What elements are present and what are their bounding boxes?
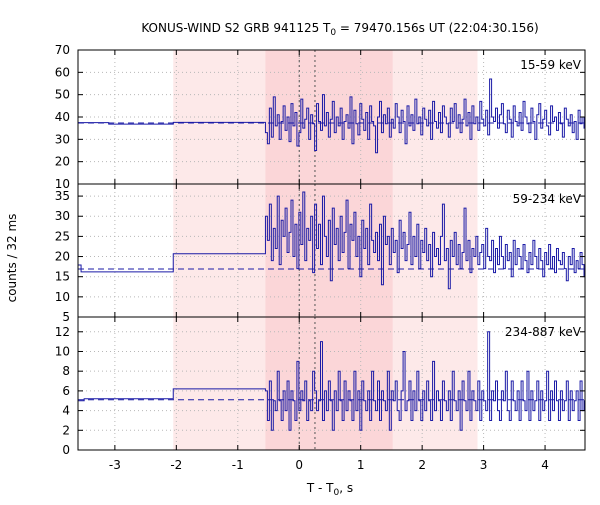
chart-title-rest: = 79470.156s UT (22:04:30.156): [336, 21, 539, 35]
panel-frame: [77, 316, 586, 451]
chart-title: KONUS-WIND S2 GRB 941125 T0 = 79470.156s…: [141, 21, 538, 38]
y-tick-label: 30: [55, 209, 70, 223]
y-tick-label: 10: [55, 344, 70, 358]
energy-band-label: 234-887 keV: [505, 325, 582, 339]
data-layer: [78, 78, 585, 431]
x-tick-label: -1: [232, 458, 244, 472]
y-tick-label: 60: [55, 65, 70, 79]
y-tick-label: 0: [62, 443, 70, 457]
y-tick-label: 35: [55, 189, 70, 203]
y-tick-label: 25: [55, 229, 70, 243]
x-tick-label: 1: [357, 458, 365, 472]
light-curve-series: [78, 191, 585, 290]
y-tick-label: 30: [55, 132, 70, 146]
energy-band-label: 15-59 keV: [520, 58, 582, 72]
y-axis-label: counts / 32 ms: [5, 214, 19, 303]
y-tick-label: 8: [62, 364, 70, 378]
y-tick-label: 10: [55, 290, 70, 304]
y-tick-label: 20: [55, 155, 70, 169]
chart-title-main: KONUS-WIND S2 GRB 941125 T: [141, 21, 331, 35]
x-axis-label-rest: , s: [339, 481, 353, 495]
y-tick-label: 12: [55, 325, 70, 339]
y-tick-label: 5: [62, 310, 70, 324]
light-curve-series: [78, 331, 585, 431]
chart-title-subscript: 0: [330, 28, 336, 38]
y-tick-label: 4: [62, 404, 70, 418]
shaded-regions-layer: [173, 50, 478, 450]
y-tick-label: 2: [62, 423, 70, 437]
x-tick-label: 4: [541, 458, 549, 472]
light-curve-series: [78, 78, 585, 154]
y-tick-label: 70: [55, 43, 70, 57]
x-tick-label: -2: [170, 458, 182, 472]
x-axis-label-main: T - T: [306, 481, 334, 495]
x-axis-label: T - T0, s: [306, 481, 353, 498]
frame-layer: [77, 49, 586, 451]
y-tick-label: 6: [62, 384, 70, 398]
x-axis-label-subscript: 0: [334, 488, 340, 498]
y-tick-label: 15: [55, 270, 70, 284]
x-tick-label: 0: [295, 458, 303, 472]
energy-band-label: 59-234 keV: [513, 192, 582, 206]
y-tick-label: 50: [55, 88, 70, 102]
y-tick-label: 10: [55, 177, 70, 191]
x-tick-label: 3: [480, 458, 488, 472]
x-tick-label: -3: [109, 458, 121, 472]
y-tick-label: 20: [55, 250, 70, 264]
y-tick-label: 40: [55, 110, 70, 124]
x-tick-label: 2: [418, 458, 426, 472]
